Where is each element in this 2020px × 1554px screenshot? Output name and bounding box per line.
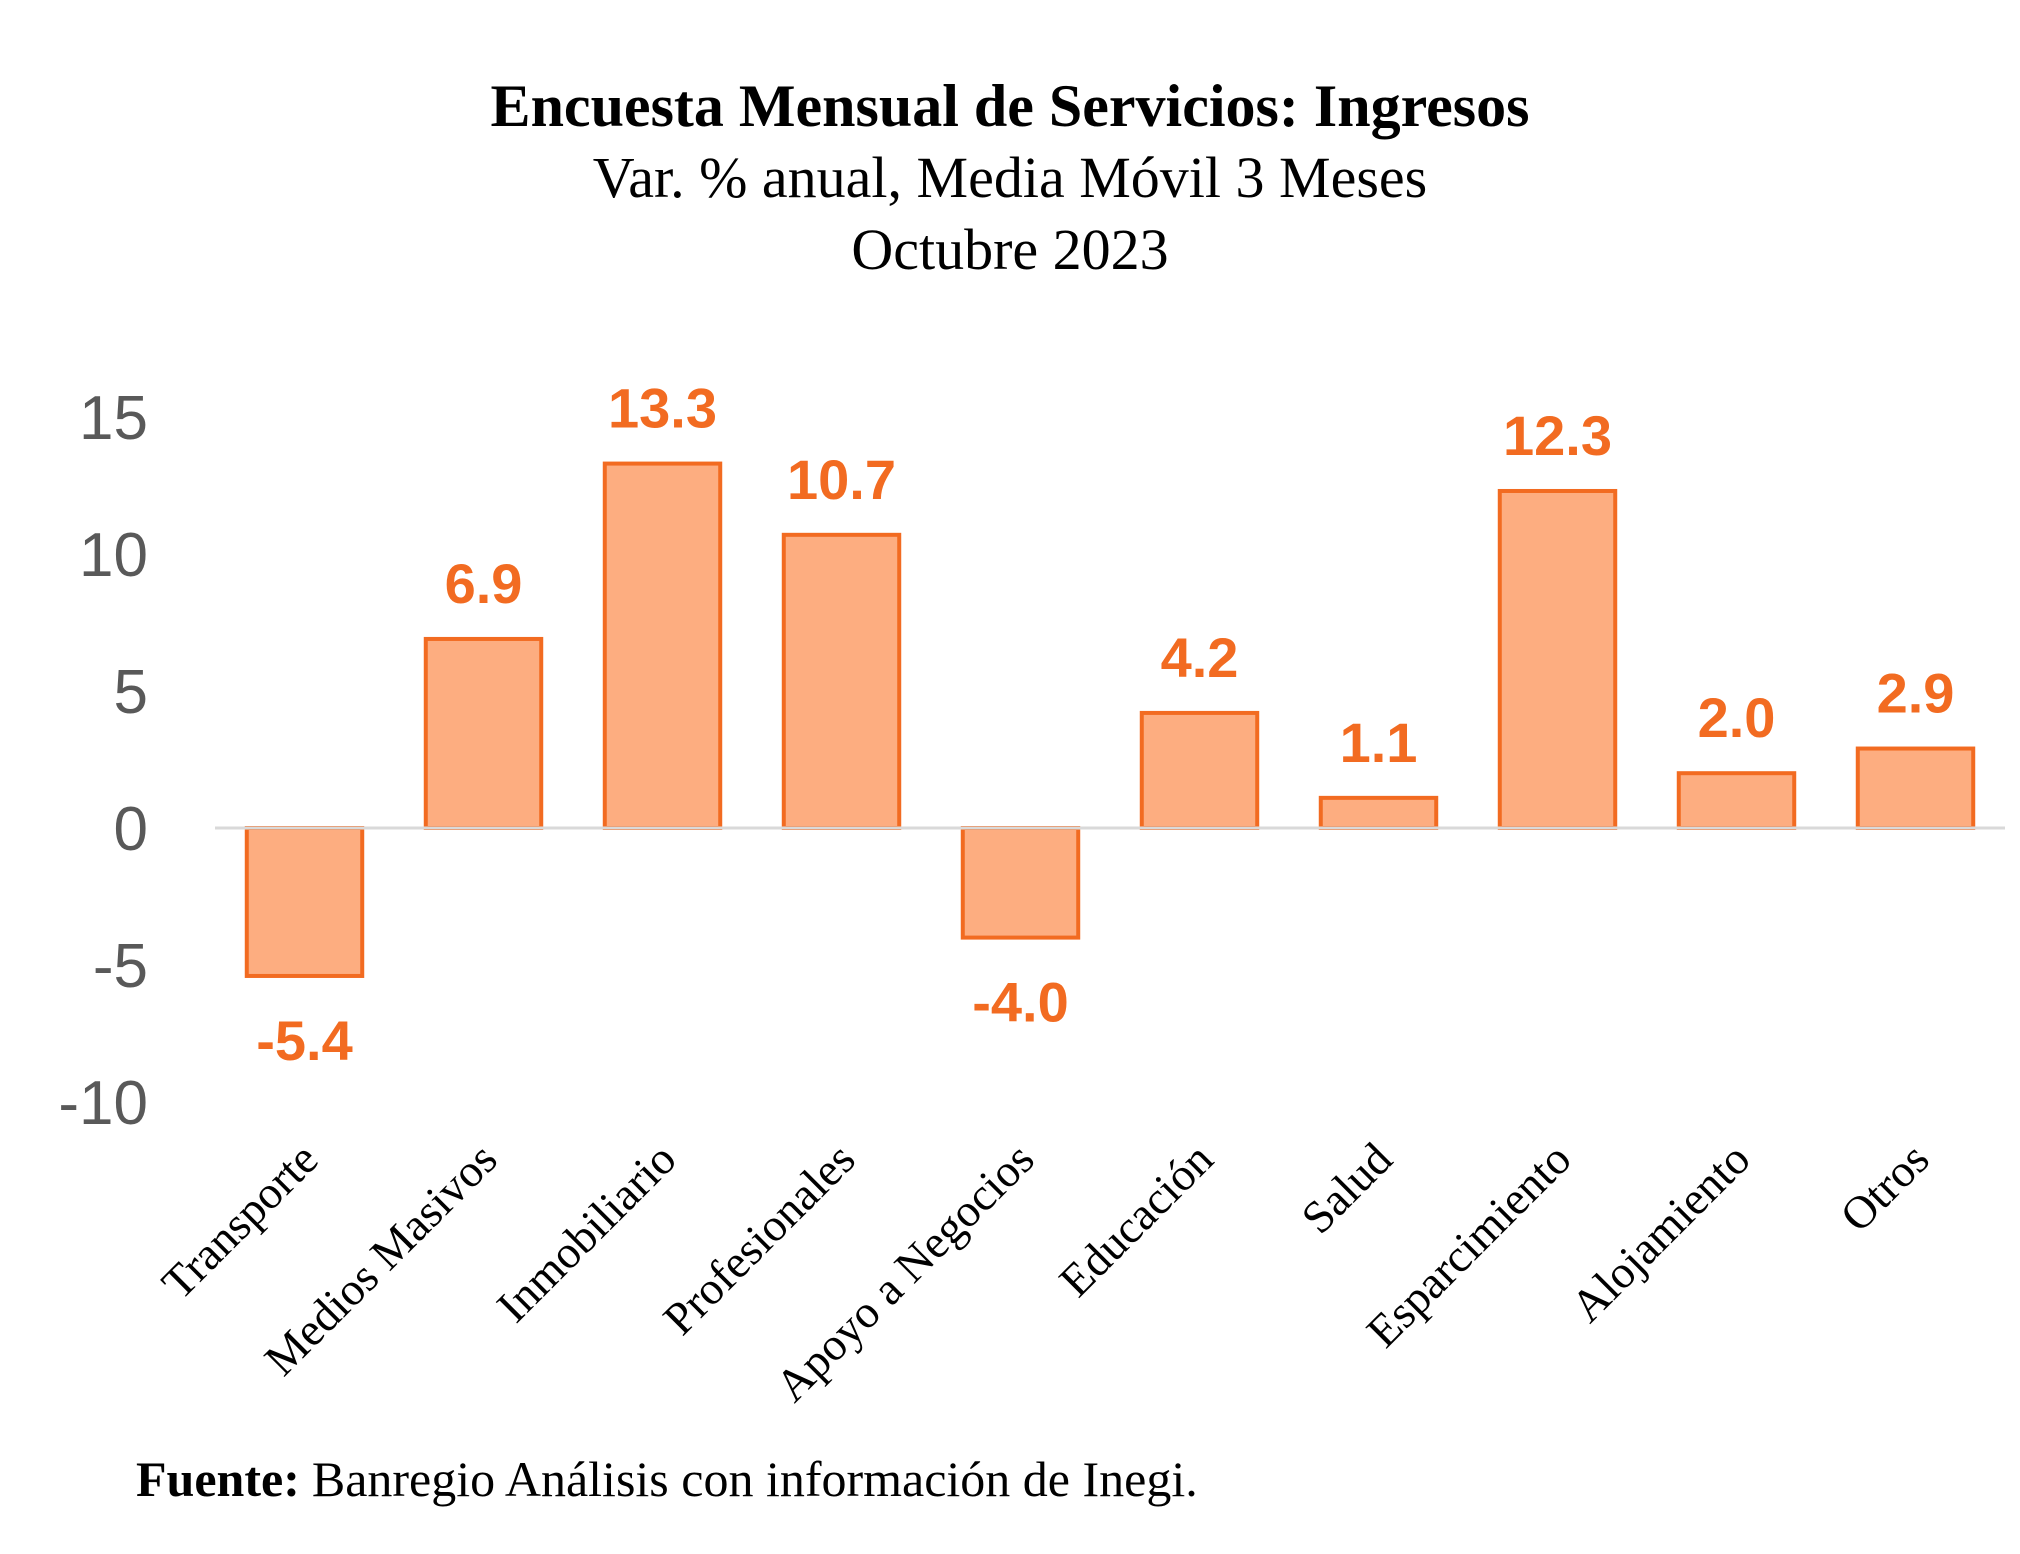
data-label-9: 2.9 [1877, 662, 1955, 725]
y-tick-label: 0 [114, 795, 148, 864]
x-tick-label-5: Educación [1049, 1133, 1222, 1306]
data-label-1: 6.9 [445, 552, 523, 615]
bar-9 [1855, 746, 1976, 830]
x-tick-label-6: Salud [1291, 1133, 1401, 1243]
x-tick-label-0: Transporte [152, 1133, 328, 1309]
data-label-6: 1.1 [1340, 711, 1418, 774]
chart-subtitle: Var. % anual, Media Móvil 3 Meses [592, 145, 1428, 210]
bar-1 [423, 636, 544, 830]
bar-2 [602, 461, 723, 830]
bar-8 [1676, 771, 1797, 831]
bar-6 [1318, 795, 1439, 830]
source-text: Banregio Análisis con información de Ine… [311, 1451, 1198, 1507]
source-note: Fuente: Banregio Análisis con información… [136, 1450, 1198, 1508]
y-tick-label: -10 [58, 1069, 148, 1138]
chart-date: Octubre 2023 [851, 217, 1169, 282]
data-label-8: 2.0 [1698, 686, 1776, 749]
data-label-5: 4.2 [1161, 626, 1239, 689]
bar-7 [1497, 488, 1618, 830]
data-label-0: -5.4 [256, 1009, 353, 1072]
x-tick-label-9: Otros [1830, 1133, 1938, 1241]
x-tick-label-8: Alojamiento [1561, 1133, 1760, 1332]
bar-5 [1139, 710, 1260, 830]
bar-3 [781, 532, 902, 830]
y-tick-label: -5 [93, 932, 148, 1001]
data-label-7: 12.3 [1503, 404, 1612, 467]
y-tick-label: 10 [79, 521, 148, 590]
bar-0 [244, 826, 365, 978]
y-tick-label: 5 [114, 658, 148, 727]
title-block: Encuesta Mensual de Servicios: Ingresos … [0, 70, 2020, 286]
chart-title: Encuesta Mensual de Servicios: Ingresos [490, 73, 1530, 139]
x-tick-label-2: Inmobiliario [487, 1133, 686, 1332]
y-tick-label: 15 [79, 384, 148, 453]
bar-4 [960, 826, 1081, 940]
source-label: Fuente: [136, 1451, 300, 1507]
data-label-4: -4.0 [972, 971, 1069, 1034]
data-label-3: 10.7 [787, 448, 896, 511]
data-label-2: 13.3 [608, 377, 717, 440]
